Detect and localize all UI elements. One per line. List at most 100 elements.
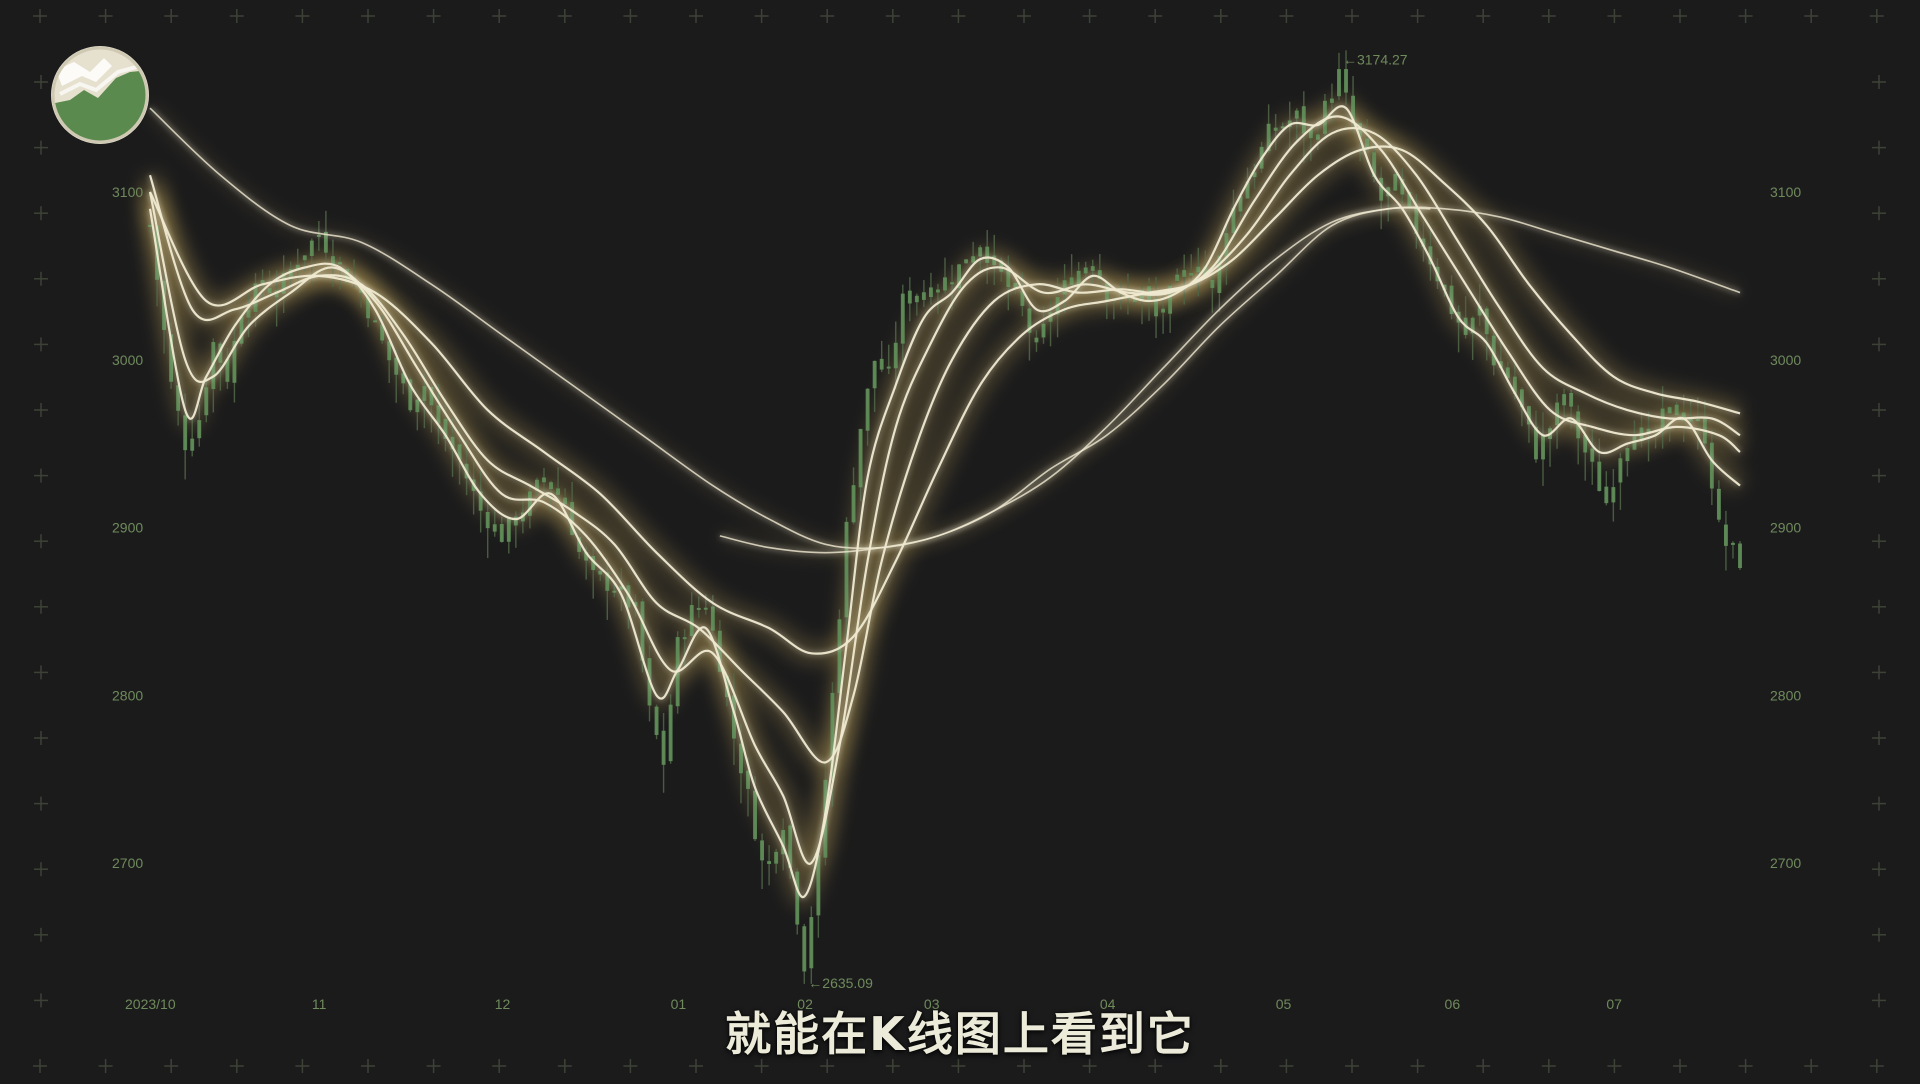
- grid-plus-marker: [1541, 9, 1556, 23]
- grid-plus-marker: [1279, 9, 1294, 23]
- candle-body: [457, 444, 462, 460]
- grid-plus-marker: [1872, 862, 1886, 877]
- candle-body: [1534, 426, 1538, 460]
- candle-body: [1590, 448, 1595, 462]
- grid-plus-marker: [34, 665, 48, 680]
- candle-body: [408, 379, 413, 411]
- candle-body: [900, 293, 905, 344]
- grid-plus-marker: [229, 1059, 244, 1073]
- candle-body: [767, 861, 772, 864]
- candle-body: [661, 730, 666, 765]
- candle-body: [795, 871, 800, 925]
- candle-body: [492, 524, 497, 532]
- candle-body: [323, 231, 328, 253]
- grid-plus-marker: [1872, 796, 1886, 811]
- candle-body: [928, 287, 933, 298]
- grid-plus-marker: [34, 731, 48, 745]
- ma-line-10: [148, 115, 1741, 865]
- candle-body: [338, 262, 342, 265]
- subtitle-caption: 就能在K线图上看到它: [725, 1007, 1195, 1061]
- grid-plus-marker: [885, 1059, 900, 1073]
- candle-body: [436, 405, 441, 424]
- candle-body: [1189, 273, 1194, 276]
- y-axis-right: 2700 2800 2900 3000 3100: [1770, 184, 1801, 871]
- candle-body: [542, 477, 546, 483]
- grid-plus-marker: [426, 9, 441, 23]
- candle-body: [330, 256, 335, 266]
- candle-body: [535, 479, 539, 491]
- candle-body: [1083, 267, 1088, 274]
- grid-plus-marker: [1476, 9, 1491, 23]
- grid-plus-marker: [1279, 1059, 1294, 1073]
- y-tick-label-left: 3000: [112, 352, 143, 368]
- candle-body: [422, 386, 427, 401]
- ma-line-30: [149, 145, 1741, 655]
- candle-body: [1252, 172, 1257, 177]
- candle-body: [816, 855, 821, 916]
- grid-plus-marker: [1410, 9, 1425, 23]
- candle-body: [1161, 308, 1166, 313]
- y-tick-label-right: 2800: [1770, 687, 1801, 703]
- ma-line-5-glow: [139, 95, 1748, 908]
- candle-body: [753, 790, 757, 840]
- candle-body: [950, 282, 954, 285]
- grid-plus-marker: [754, 1059, 769, 1073]
- candle-body: [1154, 298, 1158, 317]
- grid-plus-marker: [164, 1059, 179, 1073]
- candle-body: [1203, 266, 1208, 277]
- candle-body: [1470, 317, 1475, 334]
- candle-body: [837, 619, 842, 693]
- grid-plus-marker: [1607, 9, 1622, 23]
- grid-plus-marker: [1541, 1059, 1556, 1073]
- grid-plus-marker: [1872, 206, 1886, 221]
- candle-body: [1301, 106, 1306, 134]
- grid-plus-marker: [492, 9, 507, 23]
- candle-body: [1013, 282, 1018, 289]
- candle-body: [668, 704, 673, 762]
- candle-body: [1667, 407, 1672, 414]
- candle-body: [1337, 69, 1341, 97]
- grid-plus-marker: [623, 9, 638, 23]
- candle-body: [1569, 393, 1574, 407]
- candle-body: [499, 524, 504, 542]
- grid-plus-marker: [1872, 75, 1886, 89]
- candle-body: [907, 290, 912, 304]
- candle-body: [682, 637, 687, 640]
- grid-plus-marker: [557, 1059, 572, 1073]
- candle-body: [232, 340, 237, 383]
- grid-plus-marker: [34, 599, 48, 614]
- candle-body: [1618, 458, 1623, 483]
- grid-plus-marker: [1673, 1059, 1687, 1073]
- candle-body: [1519, 389, 1524, 408]
- candle-body: [556, 488, 560, 495]
- grid-plus-marker: [1082, 1059, 1097, 1073]
- grid-plus-marker: [361, 1059, 375, 1073]
- grid-plus-marker: [33, 1059, 47, 1073]
- candle-body: [612, 590, 617, 593]
- grid-plus-marker: [1872, 731, 1886, 745]
- grid-plus-marker: [295, 9, 310, 23]
- candle-body: [1266, 123, 1271, 152]
- grid-plus-marker: [1872, 468, 1886, 483]
- grid-plus-marker: [34, 337, 48, 352]
- candle-body: [1034, 337, 1039, 343]
- candle-body: [978, 247, 983, 257]
- y-tick-label-left: 2700: [112, 855, 143, 871]
- x-tick-label: 01: [671, 996, 687, 1012]
- y-axis-left: 2700 2800 2900 3000 3100: [112, 184, 143, 871]
- grid-plus-marker: [34, 403, 48, 417]
- candle-body: [485, 511, 490, 529]
- y-tick-label-right: 2700: [1770, 855, 1801, 871]
- candle-body: [760, 840, 765, 861]
- grid-plus-marker: [1017, 9, 1031, 23]
- candle-body: [1245, 181, 1250, 199]
- candle-body: [696, 607, 701, 610]
- grid-plus-marker: [951, 1059, 966, 1073]
- candle-body: [865, 388, 870, 431]
- candle-body: [1400, 178, 1405, 195]
- candle-body: [872, 360, 877, 389]
- candle-body: [584, 552, 589, 561]
- grid-plus-marker: [34, 534, 48, 549]
- candle-body: [703, 607, 708, 610]
- grid-plus-marker: [1607, 1059, 1622, 1073]
